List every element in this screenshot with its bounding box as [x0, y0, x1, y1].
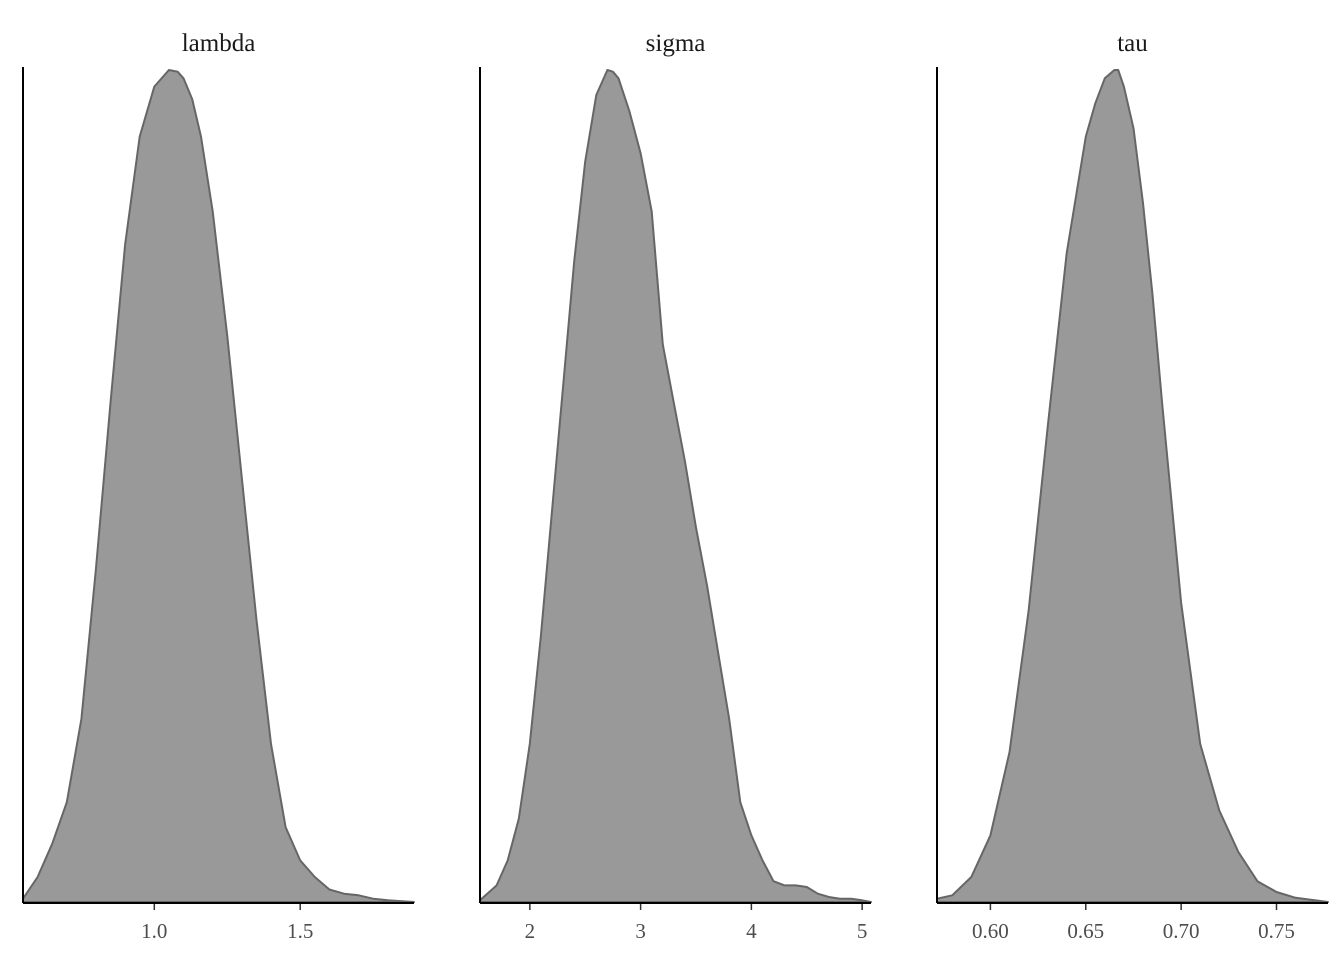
x-tick-label: 0.65: [1067, 919, 1104, 943]
panel-tau: tau 0.60 0.65 0.70 0.75: [936, 30, 1329, 943]
panel-sigma: sigma 2 3 4 5: [479, 30, 872, 943]
panel-title: lambda: [182, 30, 256, 57]
density-area: [479, 69, 872, 903]
x-tick-label: 2: [525, 919, 536, 943]
density-area: [22, 69, 415, 903]
panel-lambda: lambda 1.0 1.5: [22, 30, 415, 943]
panel-title: tau: [1117, 30, 1148, 57]
x-tick-label: 0.60: [972, 919, 1009, 943]
density-area: [936, 69, 1329, 903]
x-tick-label: 5: [857, 919, 868, 943]
x-tick-label: 0.70: [1163, 919, 1200, 943]
x-tick-label: 1.0: [141, 919, 167, 943]
x-tick-label: 1.5: [287, 919, 313, 943]
panel-title: sigma: [646, 30, 706, 57]
x-tick-label: 3: [635, 919, 646, 943]
x-tick-label: 4: [746, 919, 757, 943]
x-tick-label: 0.75: [1258, 919, 1295, 943]
